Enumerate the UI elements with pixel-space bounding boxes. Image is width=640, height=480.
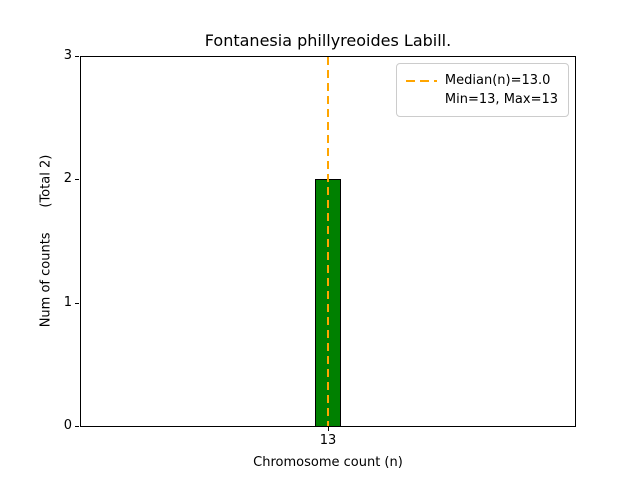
x-axis-label: Chromosome count (n): [253, 455, 403, 470]
y-tick-mark: [75, 179, 79, 180]
legend-entry-minmax: Min=13, Max=13: [406, 90, 558, 109]
legend-handle-spacer: [406, 99, 437, 101]
y-tick-mark: [75, 426, 79, 427]
x-tick-mark: [328, 427, 329, 431]
y-tick-label: 2: [63, 171, 72, 186]
legend: Median(n)=13.0 Min=13, Max=13: [395, 63, 569, 117]
median-line: [327, 57, 329, 426]
legend-label-median: Median(n)=13.0: [444, 73, 551, 88]
dashed-line-icon: [405, 79, 437, 82]
y-tick-label: 1: [63, 295, 72, 310]
legend-label-minmax: Min=13, Max=13: [444, 92, 558, 107]
chart-title: Fontanesia phillyreoides Labill.: [204, 31, 452, 50]
y-tick-label: 3: [63, 48, 72, 63]
legend-entry-median: Median(n)=13.0: [405, 71, 558, 90]
y-tick-mark: [75, 56, 79, 57]
y-tick-label: 0: [63, 418, 72, 433]
y-tick-mark: [75, 303, 79, 304]
x-tick-label: 13: [319, 433, 337, 448]
